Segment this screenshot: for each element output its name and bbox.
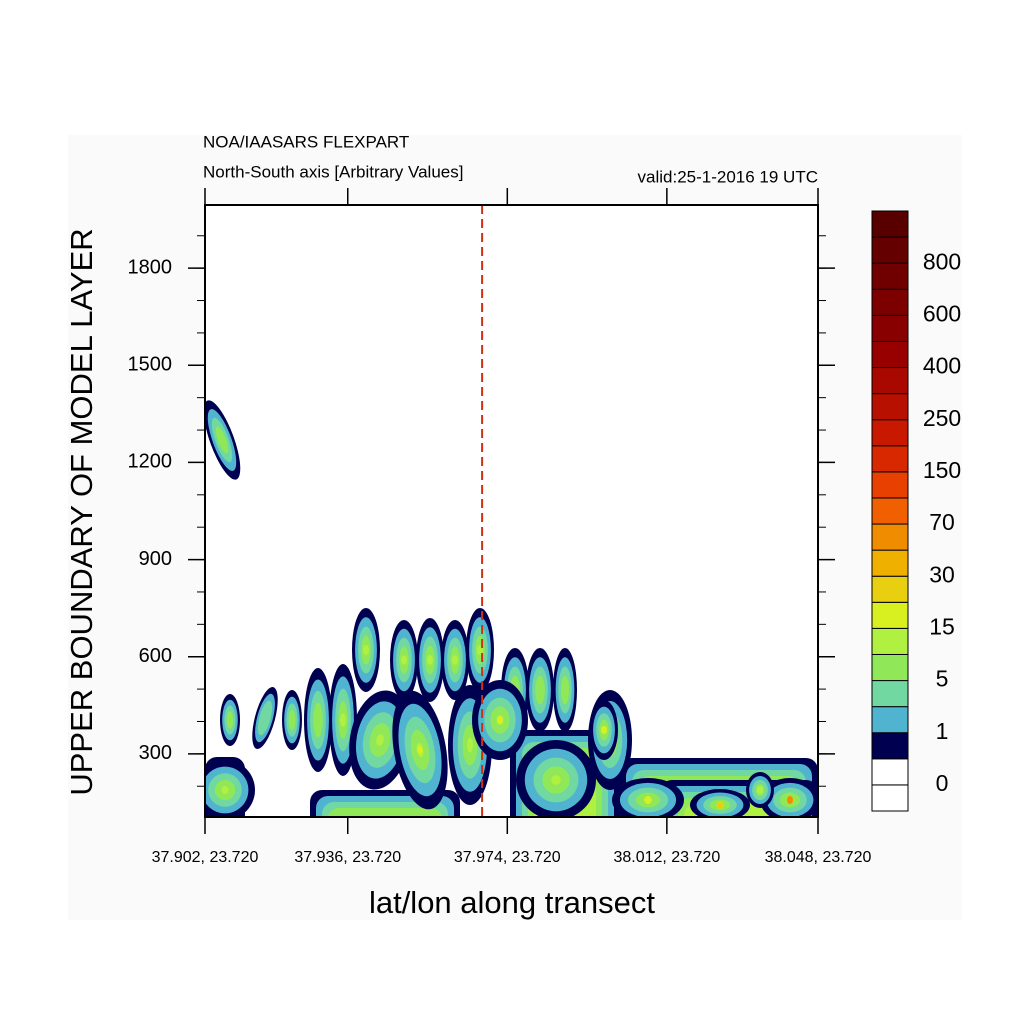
contour-fill — [787, 796, 793, 804]
contour-fill — [340, 713, 346, 727]
contour-fill — [363, 644, 369, 656]
contour-fill — [401, 655, 407, 665]
colorbar-swatch — [871, 236, 909, 264]
y-tick-label: 600 — [139, 645, 172, 667]
colorbar-swatch — [871, 471, 909, 499]
y-tick-label: 1800 — [128, 256, 173, 278]
colorbar-swatch — [871, 210, 909, 238]
valid-time: valid:25-1-2016 19 UTC — [638, 167, 818, 186]
contour-fill — [551, 775, 561, 785]
contour-fill — [467, 737, 473, 753]
contours — [205, 400, 818, 817]
colorbar-swatch — [871, 706, 909, 734]
colorbar-label: 70 — [929, 509, 955, 535]
colorbar-swatch — [871, 627, 909, 655]
colorbar-label: 800 — [923, 248, 961, 274]
contour-fill — [257, 700, 273, 736]
colorbar-swatch — [871, 758, 909, 786]
contour-fill — [221, 786, 229, 794]
contour-fill — [226, 711, 234, 729]
colorbar-swatch — [871, 601, 909, 629]
colorbar-label: 15 — [929, 613, 955, 639]
contour-fill — [757, 786, 763, 794]
colorbar-swatch — [871, 523, 909, 551]
colorbar-swatch — [871, 549, 909, 577]
colorbar-swatch — [871, 732, 909, 760]
colorbar-swatch — [871, 784, 909, 812]
contour-fill — [535, 675, 545, 705]
contour-fill — [328, 808, 442, 817]
colorbar-swatch — [871, 314, 909, 342]
colorbar-swatch — [871, 288, 909, 316]
colorbar-label: 5 — [936, 666, 949, 692]
y-tick-label: 1200 — [128, 451, 173, 473]
colorbar-swatch — [871, 445, 909, 473]
colorbar-label: 400 — [923, 353, 961, 379]
colorbar-swatch — [871, 419, 909, 447]
contour-fill — [215, 426, 229, 454]
colorbar-label: 600 — [923, 300, 961, 326]
contour-fill — [601, 726, 607, 734]
y-axis-label: UPPER BOUNDARY OF MODEL LAYER — [64, 228, 99, 795]
colorbar-swatch — [871, 497, 909, 525]
chart-title: NOA/IAASARS FLEXPART — [203, 132, 409, 151]
y-tick-label: 300 — [139, 742, 172, 764]
contour-fill — [376, 734, 384, 746]
contour-fill — [288, 709, 296, 731]
colorbar-swatch — [871, 340, 909, 369]
colorbar-swatch — [871, 680, 909, 708]
colorbar-label: 30 — [929, 561, 955, 587]
colorbar-swatch — [871, 575, 909, 603]
colorbar-label: 250 — [923, 405, 961, 431]
contour-fill — [560, 675, 570, 705]
x-tick-label: 38.012, 23.720 — [613, 849, 720, 866]
colorbar-label: 150 — [923, 457, 961, 483]
x-tick-label: 37.974, 23.720 — [454, 849, 561, 866]
colorbar-swatch — [871, 653, 909, 682]
colorbar-swatch — [871, 262, 909, 290]
plot-frame — [204, 204, 819, 818]
x-axis-label: lat/lon along transect — [369, 885, 655, 920]
y-tick-label: 900 — [139, 548, 172, 570]
contour-fill — [427, 654, 433, 666]
contour-fill — [416, 746, 424, 754]
contour-fill — [717, 801, 723, 809]
x-tick-label: 37.902, 23.720 — [152, 849, 259, 866]
chart-subtitle: North-South axis [Arbitrary Values] — [203, 162, 463, 181]
contour-fill — [645, 796, 651, 804]
y-tick-label: 1500 — [128, 354, 173, 376]
x-tick-label: 38.048, 23.720 — [765, 849, 872, 866]
contour-fill — [452, 655, 458, 665]
contour-fill — [313, 702, 323, 738]
colorbar-swatch — [871, 393, 909, 421]
colorbar-label: 1 — [936, 718, 949, 744]
colorbar-label: 0 — [936, 770, 949, 796]
colorbar-swatch — [871, 367, 909, 395]
x-tick-label: 37.936, 23.720 — [294, 849, 401, 866]
contour-fill — [497, 716, 503, 724]
